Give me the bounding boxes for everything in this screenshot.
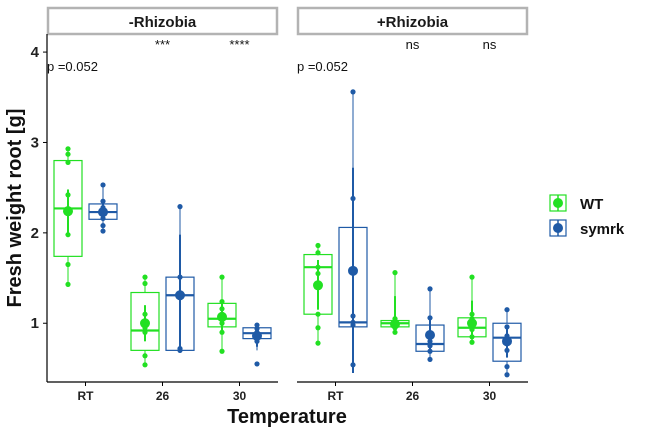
data-point: [100, 223, 106, 229]
facet-strip-label: -Rhizobia: [129, 14, 197, 31]
data-point: [504, 372, 510, 378]
x-tick-label: 26: [156, 389, 170, 403]
data-point: [504, 307, 510, 313]
mean-point: [98, 207, 108, 218]
mean-point: [175, 290, 185, 301]
legend-item-wt: WT: [549, 194, 603, 213]
y-tick-label: 4: [31, 44, 40, 61]
x-tick-label: 30: [233, 389, 247, 403]
data-point: [392, 329, 398, 335]
data-point: [65, 261, 71, 268]
data-point: [65, 159, 71, 165]
mean-point: [63, 206, 73, 217]
data-point: [504, 364, 510, 370]
y-axis-title: Fresh weight root [g]: [4, 109, 26, 308]
y-tick-label: 1: [31, 315, 39, 332]
data-point: [65, 281, 71, 287]
data-point: [254, 322, 260, 328]
data-point: [65, 146, 71, 152]
data-point: [142, 362, 148, 368]
x-axis-title: Temperature: [227, 406, 347, 428]
box-wt: [303, 242, 333, 346]
x-tick-label: 26: [406, 389, 420, 403]
data-point: [219, 348, 225, 354]
box-wt: [380, 270, 410, 335]
box-symrk: [492, 307, 522, 378]
x-tick-label: RT: [328, 389, 345, 403]
legend-label: symrk: [580, 221, 625, 238]
y-tick-label: 3: [31, 134, 39, 151]
box-symrk: [415, 286, 445, 363]
data-point: [100, 198, 106, 204]
significance-label: ns: [483, 37, 497, 52]
data-point: [315, 250, 321, 256]
legend-key-point: [553, 223, 563, 233]
data-point: [315, 340, 321, 346]
legend: WT symrk: [549, 194, 625, 238]
box-symrk: [88, 182, 118, 234]
legend-label: WT: [580, 196, 603, 213]
data-point: [392, 270, 398, 276]
facet-strip-label: +Rhizobia: [377, 14, 449, 31]
y-tick-label: 2: [31, 225, 39, 242]
mean-point: [140, 318, 150, 329]
box-symrk: [242, 322, 272, 367]
box-symrk: [338, 89, 368, 373]
legend-item-symrk: symrk: [549, 219, 625, 238]
data-point: [219, 274, 225, 280]
data-point: [350, 89, 356, 95]
mean-point: [502, 336, 512, 347]
x-tick-label: 30: [483, 389, 497, 403]
facet-strip-box: [46, 6, 279, 36]
legend-key-point: [553, 198, 563, 208]
data-point: [219, 329, 225, 335]
data-point: [427, 356, 433, 363]
data-point: [177, 204, 183, 210]
box-wt: [207, 274, 237, 354]
significance-label: ***: [155, 37, 170, 52]
box-wt: [457, 274, 487, 345]
data-point: [315, 242, 321, 249]
y-axis: 1 2 3 4: [31, 34, 48, 382]
mean-point: [425, 329, 435, 340]
data-point: [315, 311, 321, 317]
box-wt: [130, 274, 160, 368]
data-point: [315, 325, 321, 331]
facet-strip-box: [296, 6, 529, 36]
data-point: [219, 298, 225, 305]
data-point: [469, 274, 475, 280]
data-point: [469, 339, 475, 345]
x-tick-label: RT: [78, 389, 95, 403]
panels-layer: -Rhizobia p =0.052 RT 26 *** 30 **** +Rhizobia p…: [46, 6, 529, 403]
data-point: [254, 361, 260, 367]
mean-point: [217, 311, 227, 322]
facet-panel-1: -Rhizobia p =0.052 RT 26 *** 30 ****: [46, 6, 279, 403]
box-symrk: [165, 204, 195, 353]
p-value-label: p =0.052: [297, 59, 348, 74]
data-point: [65, 232, 71, 238]
data-point: [142, 280, 148, 287]
box-wt: [53, 146, 83, 287]
axis-titles: Fresh weight root [g] Temperature: [4, 109, 347, 428]
data-point: [142, 274, 148, 280]
data-point: [100, 228, 106, 234]
mean-point: [313, 280, 323, 291]
facet-panel-2: +Rhizobia p =0.052 RT 26 ns 30 ns: [296, 6, 529, 403]
p-value-label: p =0.052: [47, 59, 98, 74]
data-point: [65, 151, 71, 157]
data-point: [427, 286, 433, 292]
mean-point: [348, 265, 358, 276]
iqr-box: [130, 291, 160, 351]
data-point: [142, 353, 148, 359]
data-point: [100, 182, 106, 188]
iqr-box: [492, 322, 522, 362]
mean-point: [252, 330, 262, 341]
mean-point: [390, 319, 400, 330]
mean-point: [467, 318, 477, 329]
significance-label: ns: [406, 37, 420, 52]
significance-label: ****: [229, 37, 249, 52]
